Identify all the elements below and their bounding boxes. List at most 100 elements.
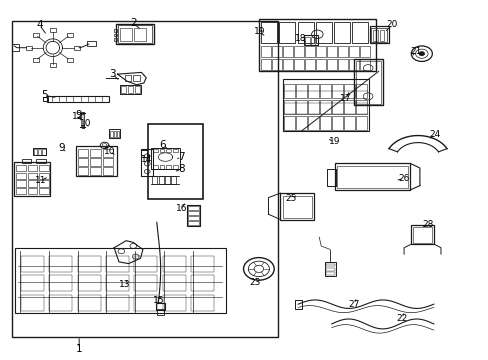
Bar <box>81 114 84 126</box>
Bar <box>320 84 330 98</box>
Bar <box>410 225 433 244</box>
Bar <box>325 268 334 271</box>
Bar <box>36 159 45 163</box>
Bar <box>353 59 382 105</box>
Bar <box>118 26 151 43</box>
Bar <box>28 180 38 187</box>
Bar <box>159 176 163 184</box>
Bar <box>21 159 31 163</box>
Bar <box>90 158 101 166</box>
Bar <box>344 84 354 98</box>
Bar <box>120 85 141 94</box>
Bar <box>166 149 171 153</box>
Bar <box>47 96 109 102</box>
Bar <box>40 172 49 179</box>
Bar <box>283 46 292 57</box>
Bar <box>113 131 116 137</box>
Bar <box>102 167 113 175</box>
Bar <box>12 44 19 51</box>
Bar <box>371 28 386 42</box>
Bar <box>360 59 369 69</box>
Text: 10: 10 <box>103 147 115 156</box>
Bar <box>307 84 318 98</box>
Text: 9: 9 <box>76 110 82 120</box>
Bar <box>316 46 325 57</box>
Bar <box>102 158 113 166</box>
Text: 20: 20 <box>386 20 397 29</box>
Bar <box>190 275 213 291</box>
Text: 23: 23 <box>249 278 260 287</box>
Bar <box>327 46 336 57</box>
Bar <box>74 46 80 50</box>
Bar <box>305 37 309 45</box>
Bar <box>78 275 101 291</box>
Bar <box>76 147 116 176</box>
Bar <box>134 256 157 272</box>
Bar <box>355 61 380 104</box>
Bar <box>320 116 330 130</box>
Bar <box>17 165 26 171</box>
Bar <box>305 46 314 57</box>
Bar <box>190 294 213 311</box>
Bar <box>78 158 88 166</box>
Bar <box>135 86 139 93</box>
Text: 24: 24 <box>429 130 440 139</box>
Bar <box>49 294 72 311</box>
Bar <box>38 149 41 154</box>
Bar <box>90 149 101 157</box>
Text: 7: 7 <box>178 152 184 162</box>
Text: 3: 3 <box>109 69 116 79</box>
Bar <box>294 46 304 57</box>
Bar <box>33 148 46 155</box>
Bar <box>67 58 73 62</box>
Bar <box>116 24 154 44</box>
Bar <box>156 303 165 310</box>
Bar <box>151 148 180 170</box>
Text: 1: 1 <box>76 345 82 354</box>
Bar <box>296 84 306 98</box>
Bar <box>152 176 157 184</box>
Bar <box>33 33 39 37</box>
Bar <box>128 86 133 93</box>
Bar <box>412 227 431 243</box>
Text: 9: 9 <box>58 143 64 153</box>
Bar <box>369 26 388 43</box>
Bar <box>305 59 314 69</box>
Bar <box>344 100 354 114</box>
Circle shape <box>418 51 424 56</box>
Text: 16: 16 <box>175 204 186 213</box>
Bar <box>379 30 384 41</box>
Bar <box>325 262 335 276</box>
Bar <box>188 216 199 220</box>
Bar <box>258 19 376 71</box>
Bar <box>153 149 158 153</box>
Bar <box>304 35 317 45</box>
Bar <box>162 256 185 272</box>
Bar <box>49 275 72 291</box>
Bar <box>283 59 292 69</box>
Bar <box>78 256 101 272</box>
Bar <box>336 166 407 188</box>
Bar <box>33 58 39 62</box>
Bar <box>307 100 318 114</box>
Text: 19: 19 <box>328 138 340 147</box>
Bar <box>307 116 318 130</box>
Bar <box>157 309 163 315</box>
Text: 25: 25 <box>285 194 297 203</box>
Bar <box>282 80 368 131</box>
Bar <box>40 165 49 171</box>
Bar <box>272 59 281 69</box>
Bar <box>355 100 366 114</box>
Bar <box>153 165 158 169</box>
Bar <box>34 149 37 154</box>
Bar <box>188 221 199 225</box>
Bar <box>87 41 96 46</box>
Bar <box>28 172 38 179</box>
Bar <box>40 180 49 187</box>
Bar <box>26 46 32 50</box>
Bar <box>164 176 169 184</box>
Bar <box>284 100 294 114</box>
Bar <box>261 59 270 69</box>
Bar <box>331 116 342 130</box>
Bar <box>133 75 140 81</box>
